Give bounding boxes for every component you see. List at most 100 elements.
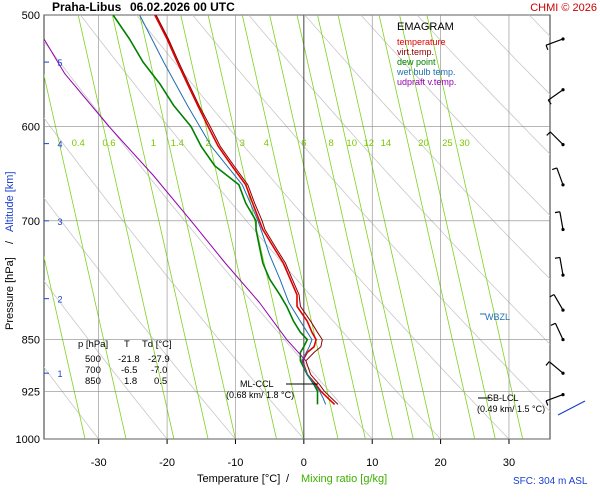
mixing-ratio-line bbox=[317, 15, 414, 439]
wind-barb-shaft bbox=[547, 89, 564, 101]
altitude-tick-label: 3 bbox=[57, 217, 62, 227]
mixing-ratio-label: 25 bbox=[442, 138, 453, 149]
temperature-tick-label: 20 bbox=[434, 457, 446, 469]
mixing-ratio-labels: 0.4 0.6 1 1.4 2 3 4 6 8 10 12 14 20 25 30 bbox=[72, 138, 470, 149]
temperature-tick-label: -20 bbox=[159, 457, 175, 469]
wind-barb-flag bbox=[546, 131, 551, 136]
mixing-ratio-label: 20 bbox=[418, 138, 429, 149]
series-wet-bulb-temp bbox=[139, 15, 327, 405]
dry-adiabat-line bbox=[360, 15, 550, 217]
wind-barb-shaft bbox=[559, 257, 564, 276]
mixing-ratio-line bbox=[399, 15, 496, 439]
mixing-ratio-line bbox=[296, 15, 394, 439]
wind-barb bbox=[547, 88, 565, 105]
pressure-tick-label: 700 bbox=[22, 216, 40, 228]
wind-barb-flag bbox=[547, 99, 552, 105]
table-header-td: Td [°C] bbox=[142, 339, 172, 350]
mixing-ratio-label: 3 bbox=[240, 138, 245, 149]
table-cell: 850 bbox=[85, 376, 101, 387]
dry-adiabat-line bbox=[192, 15, 550, 413]
legend-title: EMAGRAM bbox=[397, 21, 454, 33]
temperature-tick-label: 0 bbox=[301, 457, 307, 469]
wind-barb-station bbox=[561, 273, 565, 277]
table-cell: -21.8 bbox=[118, 354, 140, 365]
pressure-tick-label: 925 bbox=[22, 386, 40, 398]
mixing-ratio-label: 0.4 bbox=[72, 138, 85, 149]
mixing-ratio-line bbox=[241, 15, 339, 439]
ml-ccl-annotation: ML-CCL (0.68 km/ 1.8 °C) bbox=[226, 379, 318, 400]
pressure-tick-label: 1000 bbox=[16, 434, 40, 446]
wind-barb-flag bbox=[545, 361, 550, 366]
table-cell: -7.0 bbox=[151, 365, 167, 376]
wind-barb-flag bbox=[551, 167, 558, 171]
wind-barb-station bbox=[561, 183, 565, 187]
mixing-ratio-line bbox=[378, 15, 476, 439]
series-line bbox=[139, 15, 327, 405]
wind-barb bbox=[550, 322, 565, 342]
wind-barb bbox=[546, 131, 565, 147]
wind-barb bbox=[551, 167, 565, 187]
x-axis-separator: / bbox=[286, 473, 290, 485]
pressure-tick-label: 850 bbox=[22, 335, 40, 347]
sb-lcl-annotation: SB-LCL (0.49 km/ 1.5 °C) bbox=[477, 393, 545, 414]
sounding-table: p [hPa] T Td [°C] 500 -21.8 -27.9 700 -6… bbox=[78, 339, 172, 387]
wind-barb-station bbox=[561, 88, 565, 92]
wind-barb-flag bbox=[549, 293, 555, 298]
wind-barb-flag bbox=[545, 44, 549, 51]
wind-barb-shaft bbox=[553, 294, 564, 311]
dry-adiabat-line bbox=[248, 15, 550, 345]
wind-barb-station bbox=[561, 143, 565, 147]
dry-adiabat-line bbox=[44, 197, 236, 439]
wind-barb-shaft bbox=[549, 131, 564, 146]
mixing-ratio-label: 30 bbox=[459, 138, 470, 149]
table-cell: -27.9 bbox=[148, 354, 170, 365]
mixing-ratio-label: 10 bbox=[346, 138, 357, 149]
temperature-tick-labels: -30 -20 -10 0 10 20 30 bbox=[91, 457, 515, 469]
mixing-ratio-line bbox=[44, 73, 127, 439]
wind-barbs bbox=[545, 37, 586, 416]
mixing-ratio-label: 12 bbox=[364, 138, 375, 149]
altitude-tick-label: 4 bbox=[57, 140, 62, 150]
wind-barb-flag bbox=[545, 400, 549, 406]
table-cell: 700 bbox=[85, 365, 101, 376]
legend: EMAGRAM temperature virt.temp. dew point… bbox=[396, 21, 456, 87]
mixing-ratio-line bbox=[426, 15, 524, 439]
wind-barb bbox=[554, 211, 565, 232]
y-axis-label-group: Pressure [hPa] / Altitude [km] bbox=[4, 171, 16, 330]
y-axis-label-altitude: Altitude [km] bbox=[4, 171, 16, 232]
credit: CHMI © 2026 bbox=[530, 2, 597, 14]
ml-ccl-value: (0.68 km/ 1.8 °C) bbox=[226, 390, 294, 400]
y-axis-separator: / bbox=[4, 240, 16, 244]
wind-barb-shaft bbox=[548, 361, 564, 374]
wind-barb-station bbox=[561, 308, 565, 312]
altitude-tick-label: 5 bbox=[57, 58, 62, 68]
wind-barb-station bbox=[561, 393, 565, 397]
mixing-ratio-line bbox=[337, 15, 435, 439]
pressure-tick-label: 600 bbox=[22, 122, 40, 134]
wind-barb bbox=[545, 361, 565, 375]
mixing-ratio-line bbox=[269, 15, 366, 439]
mixing-ratio-label: 6 bbox=[301, 138, 306, 149]
series-line bbox=[155, 15, 339, 405]
series-layer bbox=[44, 15, 339, 405]
series-line bbox=[44, 38, 307, 362]
mixing-ratio-line bbox=[111, 15, 209, 439]
dry-adiabat-line bbox=[44, 280, 168, 439]
pressure-tick-labels: 500 600 700 850 925 1000 bbox=[16, 10, 40, 446]
wind-barb bbox=[549, 293, 565, 312]
mixing-ratio-label: 2 bbox=[205, 138, 210, 149]
series-udpraft-v-temp bbox=[44, 38, 307, 362]
plot-frame bbox=[43, 14, 551, 440]
station-name: Praha-Libus bbox=[52, 0, 122, 14]
wind-barb-flag bbox=[554, 211, 560, 214]
dry-adiabat-line bbox=[44, 366, 100, 439]
sb-lcl-value: (0.49 km/ 1.5 °C) bbox=[477, 404, 545, 414]
mixing-ratio-label: 1 bbox=[151, 138, 156, 149]
wind-barb bbox=[545, 393, 565, 406]
temperature-tick-label: -10 bbox=[228, 457, 244, 469]
table-header-p: p [hPa] bbox=[78, 339, 108, 350]
ml-ccl-label: ML-CCL bbox=[240, 379, 274, 389]
x-axis-label-mixing-ratio: Mixing ratio [g/kg] bbox=[301, 473, 387, 485]
